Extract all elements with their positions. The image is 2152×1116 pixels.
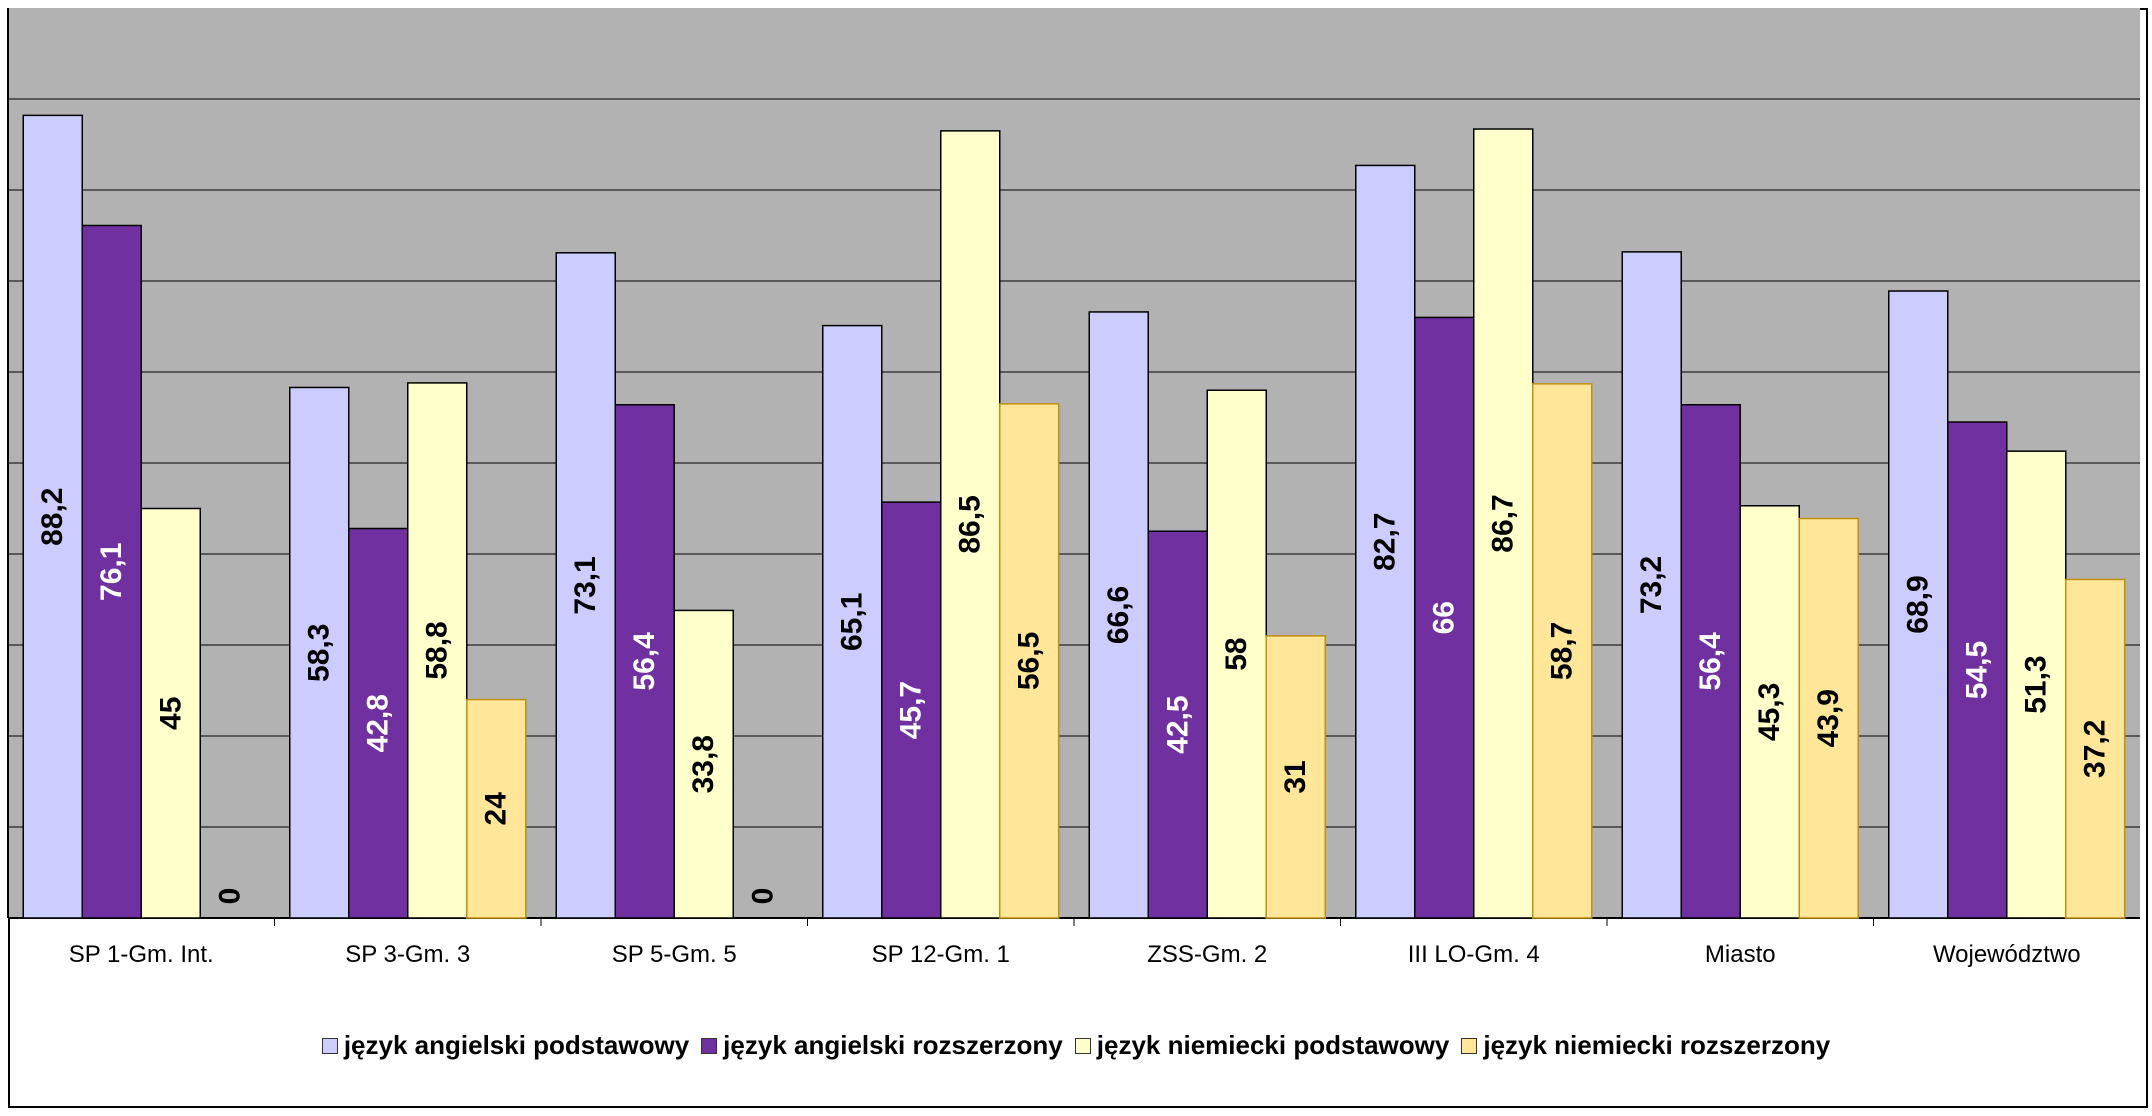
data-label: 58,8 [421, 621, 454, 679]
data-label: 37,2 [2079, 720, 2112, 778]
data-label: 73,2 [1635, 556, 1668, 614]
data-label: 73,1 [569, 556, 602, 614]
data-label: 66 [1428, 601, 1461, 634]
bar [1680, 404, 1741, 919]
data-label: 56,4 [628, 632, 661, 691]
category-label: III LO-Gm. 4 [1408, 941, 1540, 968]
data-label: 65,1 [836, 593, 869, 651]
bar [1147, 530, 1208, 919]
bar [614, 404, 675, 919]
legend-label: język angielski rozszerzony [723, 1030, 1063, 1060]
bar [1888, 290, 1949, 919]
data-label: 51,3 [2020, 655, 2053, 713]
data-label: 33,8 [687, 735, 720, 793]
data-label: 66,6 [1102, 586, 1135, 644]
legend: język angielski podstawowy język angielsk… [0, 1030, 2152, 1061]
category-label: SP 5-Gm. 5 [612, 941, 737, 968]
data-label: 86,5 [954, 495, 987, 553]
legend-swatch [1461, 1037, 1478, 1054]
bar [407, 382, 468, 919]
data-label: 42,5 [1161, 695, 1194, 753]
data-label: 88,2 [36, 487, 69, 545]
legend-label: język angielski podstawowy [343, 1030, 690, 1060]
data-label: 42,8 [362, 694, 395, 752]
bar [555, 252, 616, 919]
category-label: SP 1-Gm. Int. [69, 941, 214, 968]
legend-swatch [1074, 1037, 1091, 1054]
bar [1265, 635, 1326, 919]
data-label: 45,3 [1753, 683, 1786, 741]
bar [1798, 517, 1859, 919]
legend-swatch [701, 1037, 718, 1054]
data-label: 43,9 [1812, 689, 1845, 747]
bar [1739, 505, 1800, 919]
data-label: 54,5 [1961, 641, 1994, 699]
bar [2006, 450, 2067, 919]
bar [2065, 578, 2126, 919]
data-label: 31 [1279, 760, 1312, 793]
bar [348, 527, 409, 919]
data-label: 24 [480, 792, 513, 826]
data-label: 58,7 [1546, 622, 1579, 680]
bar [1088, 311, 1149, 919]
data-label: 56,4 [1694, 632, 1727, 691]
data-label: 56,5 [1013, 632, 1046, 690]
legend-item: język niemiecki podstawowy [1074, 1030, 1450, 1061]
data-label: 45 [154, 697, 187, 730]
category-label: SP 3-Gm. 3 [345, 941, 470, 968]
data-label: 0 [213, 888, 246, 905]
data-label: 58,3 [303, 624, 336, 682]
data-label: 76,1 [95, 543, 128, 601]
data-label: 0 [746, 888, 779, 905]
legend-item: język niemiecki rozszerzony [1461, 1030, 1830, 1061]
bar [999, 403, 1060, 919]
data-label: 86,7 [1487, 494, 1520, 552]
legend-label: język niemiecki rozszerzony [1483, 1030, 1831, 1060]
data-label: 68,9 [1902, 575, 1935, 633]
category-label: Województwo [1933, 941, 2081, 968]
bar [673, 609, 734, 919]
legend-item: język angielski rozszerzony [701, 1030, 1063, 1061]
bar [466, 698, 527, 919]
category-label: SP 12-Gm. 1 [872, 941, 1010, 968]
bar [289, 386, 350, 919]
bar [1206, 389, 1267, 919]
bar [140, 507, 201, 919]
data-label: 45,7 [895, 681, 928, 739]
data-label: 82,7 [1369, 513, 1402, 571]
bar [1532, 383, 1593, 919]
data-label: 58 [1220, 637, 1253, 670]
legend-label: język niemiecki podstawowy [1096, 1030, 1450, 1060]
bar [1355, 164, 1416, 919]
category-label: ZSS-Gm. 2 [1147, 941, 1267, 968]
legend-swatch [321, 1037, 338, 1054]
bar [1414, 316, 1475, 919]
bar [81, 224, 142, 919]
category-label: Miasto [1705, 941, 1776, 968]
bar [1947, 421, 2008, 919]
legend-item: język angielski podstawowy [321, 1030, 690, 1061]
